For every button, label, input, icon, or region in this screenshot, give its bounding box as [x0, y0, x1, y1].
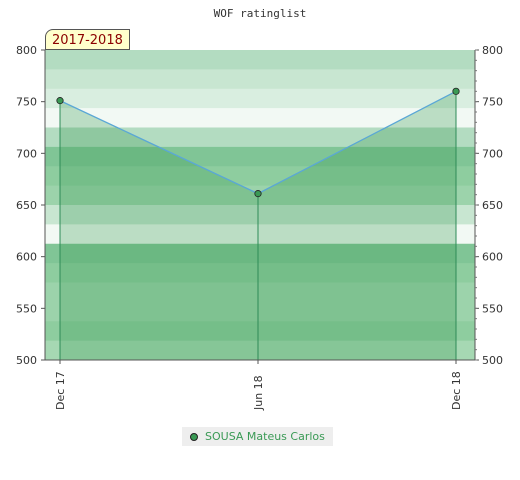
background-band [45, 301, 475, 322]
background-bands [45, 50, 475, 361]
season-label: 2017-2018 [45, 29, 130, 50]
x-tick-label: Dec 17 [54, 371, 67, 410]
legend-marker-icon [190, 432, 198, 441]
y-tick-label-right: 550 [482, 302, 503, 315]
y-tick-label-left: 550 [16, 302, 37, 315]
y-tick-label-right: 600 [482, 251, 503, 264]
background-band [45, 243, 475, 264]
background-band [45, 282, 475, 303]
y-tick-label-right: 500 [482, 354, 503, 367]
data-point [56, 97, 64, 105]
marker-layer [56, 87, 460, 198]
background-band [45, 50, 475, 70]
background-band [45, 146, 475, 167]
y-tick-label-left: 600 [16, 251, 37, 264]
y-tick-label-left: 650 [16, 199, 37, 212]
data-point [254, 190, 262, 198]
background-band [45, 224, 475, 245]
y-tick-label-left: 750 [16, 96, 37, 109]
x-tick-label: Jun 18 [252, 375, 265, 411]
background-band [45, 340, 475, 361]
y-tick-label-left: 500 [16, 354, 37, 367]
y-tick-label-left: 800 [16, 44, 37, 57]
legend[interactable]: SOUSA Mateus Carlos [182, 427, 333, 446]
background-band [45, 88, 475, 109]
chart-title: WOF ratinglist [214, 7, 307, 20]
background-band [45, 205, 475, 225]
y-tick-label-right: 800 [482, 44, 503, 57]
background-band [45, 166, 475, 187]
background-band [45, 263, 475, 283]
y-tick-label-right: 650 [482, 199, 503, 212]
y-tick-label-right: 750 [482, 96, 503, 109]
legend-series-label: SOUSA Mateus Carlos [205, 430, 325, 443]
series-area-layer [59, 91, 457, 360]
y-tick-label-left: 700 [16, 147, 37, 160]
axis-layer: 500 500 550 550 600 600 650 650 700 700 750 750 800 8… [16, 44, 503, 411]
y-tick-label-right: 700 [482, 147, 503, 160]
background-band [45, 127, 475, 148]
data-point [452, 87, 460, 95]
background-band [45, 321, 475, 342]
x-tick-label: Dec 18 [450, 371, 463, 410]
background-band [45, 108, 475, 128]
background-band [45, 69, 475, 90]
